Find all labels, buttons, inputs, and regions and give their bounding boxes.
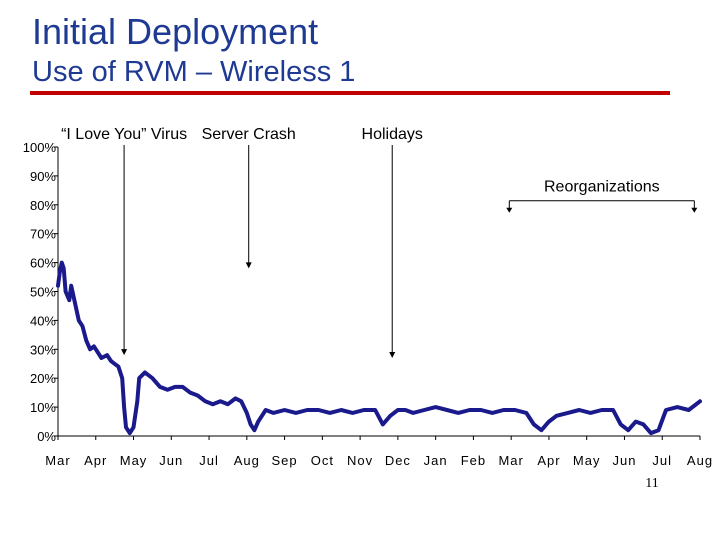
annotation-arrowhead bbox=[506, 207, 513, 213]
x-tick-label: Jun bbox=[612, 453, 636, 468]
series-layer bbox=[56, 260, 702, 436]
x-tick-label: Sep bbox=[272, 453, 298, 468]
x-tick-label: Feb bbox=[461, 453, 486, 468]
x-tick-label: Nov bbox=[347, 453, 373, 468]
annotation-label: Reorganizations bbox=[544, 179, 660, 196]
y-tick-label: 100% bbox=[23, 140, 57, 155]
y-tick-label: 40% bbox=[30, 313, 56, 328]
page-number: 11 bbox=[645, 476, 659, 491]
annotation-arrowhead bbox=[121, 349, 128, 356]
x-tick-label: Dec bbox=[385, 453, 411, 468]
y-tick-label: 30% bbox=[30, 342, 56, 357]
y-tick-label: 60% bbox=[30, 256, 56, 271]
y-tick-label: 50% bbox=[30, 285, 56, 300]
title-divider bbox=[30, 91, 670, 95]
annotation-label: Holidays bbox=[362, 126, 423, 143]
annotation-label: “I Love You” Virus bbox=[61, 126, 187, 143]
x-tick-label: Jul bbox=[199, 453, 219, 468]
slide-subtitle: Use of RVM – Wireless 1 bbox=[32, 56, 356, 88]
y-tick-label: 0% bbox=[37, 429, 56, 444]
x-tick-label: May bbox=[120, 453, 148, 468]
x-tick-label: Apr bbox=[84, 453, 107, 468]
annotation-label: Server Crash bbox=[202, 126, 296, 143]
slide-title: Initial Deployment bbox=[32, 11, 319, 52]
y-tick-label: 10% bbox=[30, 400, 56, 415]
annotation-arrowhead bbox=[389, 351, 396, 358]
x-tick-label: Jun bbox=[159, 453, 183, 468]
x-tick-label: Oct bbox=[311, 453, 334, 468]
y-axis: 0% 10% 20% 30% 40% 50% 60% 70% 80% 90% 100% bbox=[23, 140, 59, 444]
x-tick-label: Mar bbox=[498, 453, 523, 468]
y-tick-label: 20% bbox=[30, 371, 56, 386]
y-tick-label: 70% bbox=[30, 227, 56, 242]
y-tick-label: 90% bbox=[30, 169, 56, 184]
x-axis: Mar Apr May Jun Jul Aug Sep Oct Nov Dec Jan Feb Mar A… bbox=[45, 435, 713, 468]
x-tick-label: Mar bbox=[45, 453, 70, 468]
x-tick-label: Jan bbox=[424, 453, 448, 468]
x-tick-label: Aug bbox=[687, 453, 713, 468]
x-tick-label: Jul bbox=[652, 453, 672, 468]
y-tick-label: 80% bbox=[30, 198, 56, 213]
annotation-arrowhead bbox=[691, 207, 698, 213]
x-tick-label: May bbox=[573, 453, 601, 468]
annotation-layer: “I Love You” Virus Server Crash Holidays Re… bbox=[61, 126, 698, 358]
x-tick-label: Apr bbox=[537, 453, 560, 468]
usage-series-line bbox=[56, 260, 702, 436]
x-tick-label: Aug bbox=[234, 453, 260, 468]
annotation-arrowhead bbox=[245, 262, 252, 269]
